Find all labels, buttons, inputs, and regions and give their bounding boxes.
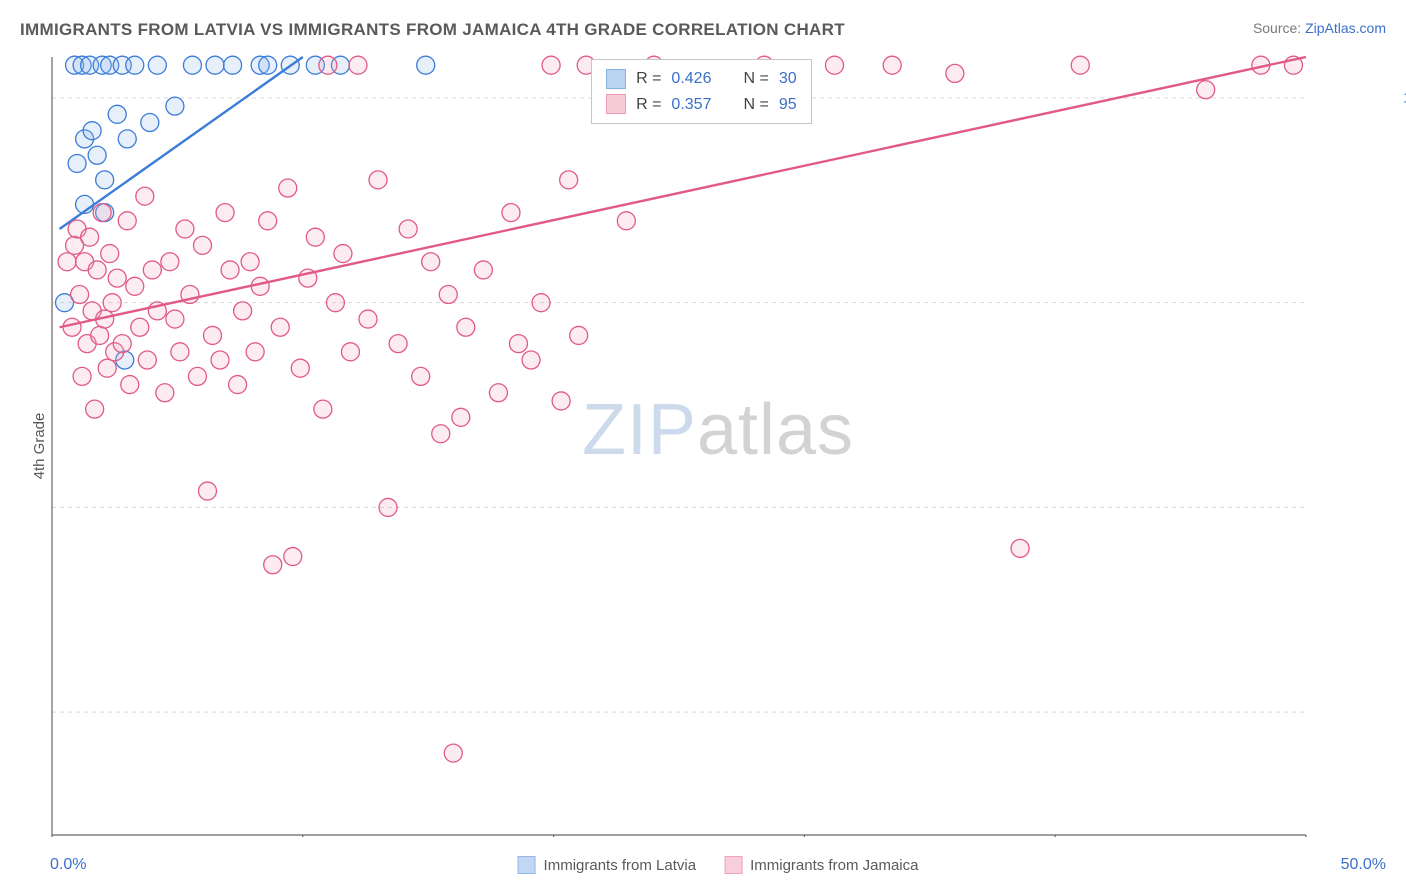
legend-swatch: [724, 856, 742, 874]
n-value: 30: [779, 66, 797, 92]
legend-label: Immigrants from Latvia: [544, 857, 697, 874]
x-axis-min: 0.0%: [50, 856, 86, 874]
legend-swatch: [606, 94, 626, 114]
series-legend: Immigrants from Latvia Immigrants from J…: [518, 856, 919, 874]
legend-item: Immigrants from Latvia: [518, 856, 697, 874]
bottom-bar: 0.0% Immigrants from Latvia Immigrants f…: [50, 850, 1386, 880]
y-axis-label: 4th Grade: [31, 413, 48, 480]
r-value: 0.426: [671, 66, 711, 92]
r-label: R =: [636, 66, 661, 92]
r-label: R =: [636, 92, 661, 118]
legend-row: R = 0.357 N = 95: [606, 92, 797, 118]
legend-swatch: [606, 69, 626, 89]
legend-swatch: [518, 856, 536, 874]
chart-area: ZIPatlas 92.5%95.0%97.5%100.0% R = 0.426…: [50, 55, 1386, 837]
source-label: Source: ZipAtlas.com: [1253, 20, 1386, 36]
n-label: N =: [743, 66, 768, 92]
scatter-plot: [50, 55, 1386, 837]
legend-row: R = 0.426 N = 30: [606, 66, 797, 92]
legend-item: Immigrants from Jamaica: [724, 856, 918, 874]
chart-title: IMMIGRANTS FROM LATVIA VS IMMIGRANTS FRO…: [20, 20, 845, 40]
n-value: 95: [779, 92, 797, 118]
source-link[interactable]: ZipAtlas.com: [1305, 20, 1386, 36]
legend-label: Immigrants from Jamaica: [750, 857, 918, 874]
x-axis-max: 50.0%: [1341, 856, 1386, 874]
source-prefix: Source:: [1253, 20, 1305, 36]
correlation-legend: R = 0.426 N = 30 R = 0.357 N = 95: [591, 59, 812, 124]
n-label: N =: [743, 92, 768, 118]
r-value: 0.357: [671, 92, 711, 118]
